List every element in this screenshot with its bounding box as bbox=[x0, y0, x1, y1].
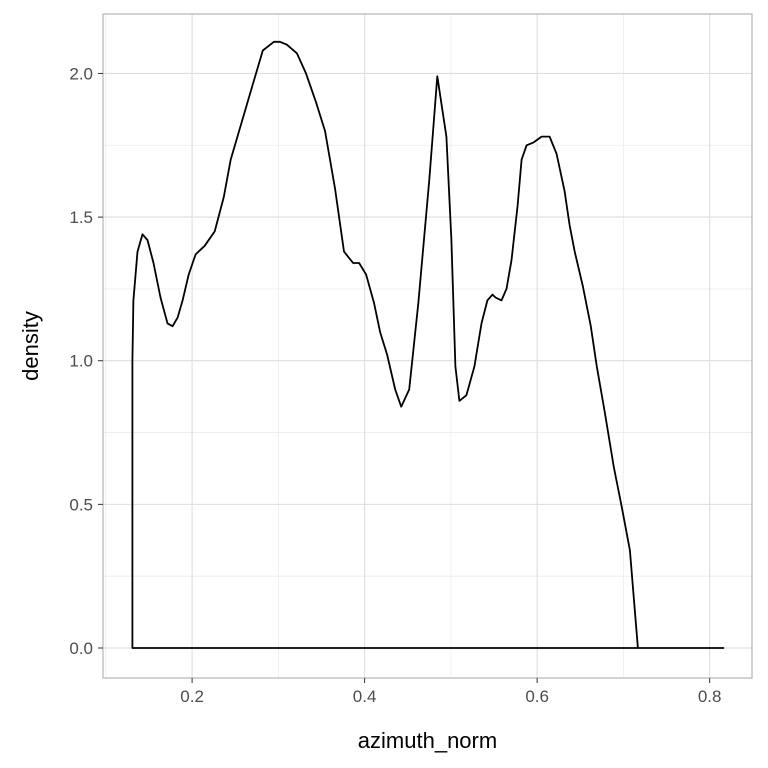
y-tick-label: 2.0 bbox=[69, 64, 93, 83]
x-tick-label: 0.8 bbox=[698, 687, 722, 706]
y-axis: 0.0 0.5 1.0 1.5 2.0 bbox=[69, 64, 103, 658]
series-layer bbox=[131, 40, 725, 649]
x-tick-label: 0.4 bbox=[353, 687, 377, 706]
x-tick-label: 0.6 bbox=[525, 687, 549, 706]
panel-border bbox=[102, 13, 753, 679]
y-tick-label: 1.0 bbox=[69, 352, 93, 371]
y-axis-title: density bbox=[18, 311, 43, 381]
major-gridlines bbox=[103, 14, 752, 678]
x-axis: 0.2 0.4 0.6 0.8 bbox=[180, 678, 721, 706]
y-tick-label: 0.0 bbox=[69, 639, 93, 658]
y-tick-label: 1.5 bbox=[69, 208, 93, 227]
x-tick-label: 0.2 bbox=[180, 687, 204, 706]
y-tick-label: 0.5 bbox=[69, 495, 93, 514]
x-axis-title: azimuth_norm bbox=[358, 728, 497, 753]
density-curve bbox=[131, 40, 725, 649]
minor-gridlines bbox=[103, 14, 752, 678]
